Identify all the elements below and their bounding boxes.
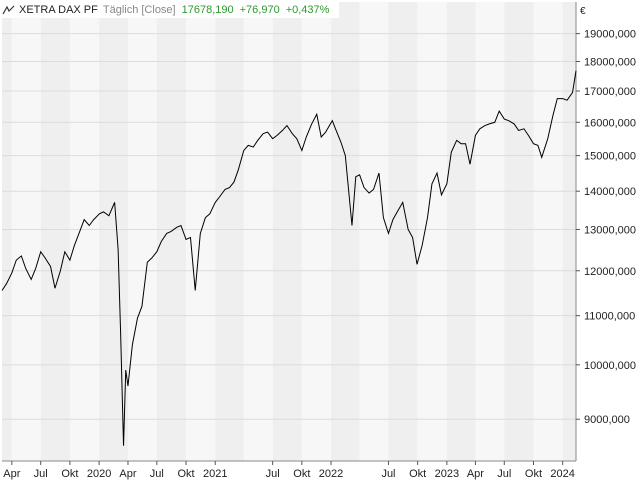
y-tick-label: 12000,000 — [584, 266, 636, 278]
x-tick-label: Apr — [3, 468, 20, 480]
quarter-band — [388, 2, 418, 461]
x-tick-label: Okt — [61, 468, 78, 480]
quarter-band — [243, 2, 273, 461]
y-tick-label: 11000,000 — [584, 311, 635, 323]
y-tick-label: 9000,000 — [584, 414, 630, 426]
quarter-band — [99, 2, 128, 461]
x-tick-label: Okt — [525, 468, 542, 480]
x-tick-label: 2020 — [87, 468, 111, 480]
y-tick-label: 16000,000 — [584, 117, 636, 129]
quarter-band — [272, 2, 302, 461]
x-tick-label: 2021 — [203, 468, 227, 480]
quarter-band — [2, 2, 12, 461]
y-tick-label: 18000,000 — [584, 57, 636, 69]
x-tick-label: Jul — [34, 468, 48, 480]
chart-header: XETRA DAX PF Täglich [Close] 17678,190 +… — [2, 2, 340, 18]
quarter-band — [446, 2, 476, 461]
quarter-band — [504, 2, 534, 461]
quarter-band — [562, 2, 576, 461]
y-tick-label: 14000,000 — [584, 186, 636, 198]
x-tick-label: Apr — [119, 468, 136, 480]
x-tick-label: Okt — [409, 468, 426, 480]
quarter-band — [215, 2, 244, 461]
x-tick-label: Okt — [177, 468, 194, 480]
y-tick-label: 10000,000 — [584, 360, 636, 372]
interval-mode: Täglich [Close] — [102, 4, 176, 16]
y-tick-label: 19000,000 — [584, 29, 636, 41]
x-tick-label: Jul — [497, 468, 511, 480]
y-tick-label: 13000,000 — [584, 224, 636, 236]
quarter-band — [359, 2, 389, 461]
x-tick-label: Jul — [381, 468, 395, 480]
x-tick-label: Apr — [467, 468, 484, 480]
line-chart-icon — [2, 5, 15, 15]
horizontal-gridlines — [2, 33, 576, 420]
quarter-band — [301, 2, 332, 461]
price-change-percent: +0,437% — [285, 4, 330, 16]
x-tick-label: Okt — [293, 468, 310, 480]
x-tick-label: Jul — [266, 468, 280, 480]
instrument-name: XETRA DAX PF — [19, 4, 98, 16]
x-axis-ticks: Apr Jul Okt 2020 Apr Jul Okt 2021 Jul Okt 2022 Jul O… — [3, 461, 575, 480]
x-tick-label: 2024 — [550, 468, 574, 480]
y-axis-ticks: 9000,000 10000,000 11000,000 12000,000 13000… — [576, 29, 636, 426]
quarter-band — [331, 2, 360, 461]
y-tick-label: 15000,000 — [584, 151, 636, 163]
quarter-bands — [2, 2, 576, 461]
last-price: 17678,190 — [181, 4, 234, 16]
quarter-band — [475, 2, 505, 461]
x-tick-label: 2023 — [435, 468, 459, 480]
x-tick-label: Jul — [150, 468, 164, 480]
quarter-band — [69, 2, 100, 461]
price-change: +76,970 — [239, 4, 280, 16]
y-tick-label: 17000,000 — [584, 86, 636, 98]
quarter-band — [11, 2, 41, 461]
quarter-band — [417, 2, 447, 461]
quarter-band — [127, 2, 157, 461]
price-series-line — [1, 70, 577, 446]
quarter-band — [40, 2, 70, 461]
quarter-band — [533, 2, 563, 461]
x-tick-label: 2022 — [319, 468, 343, 480]
y-axis-unit: € — [580, 6, 586, 17]
